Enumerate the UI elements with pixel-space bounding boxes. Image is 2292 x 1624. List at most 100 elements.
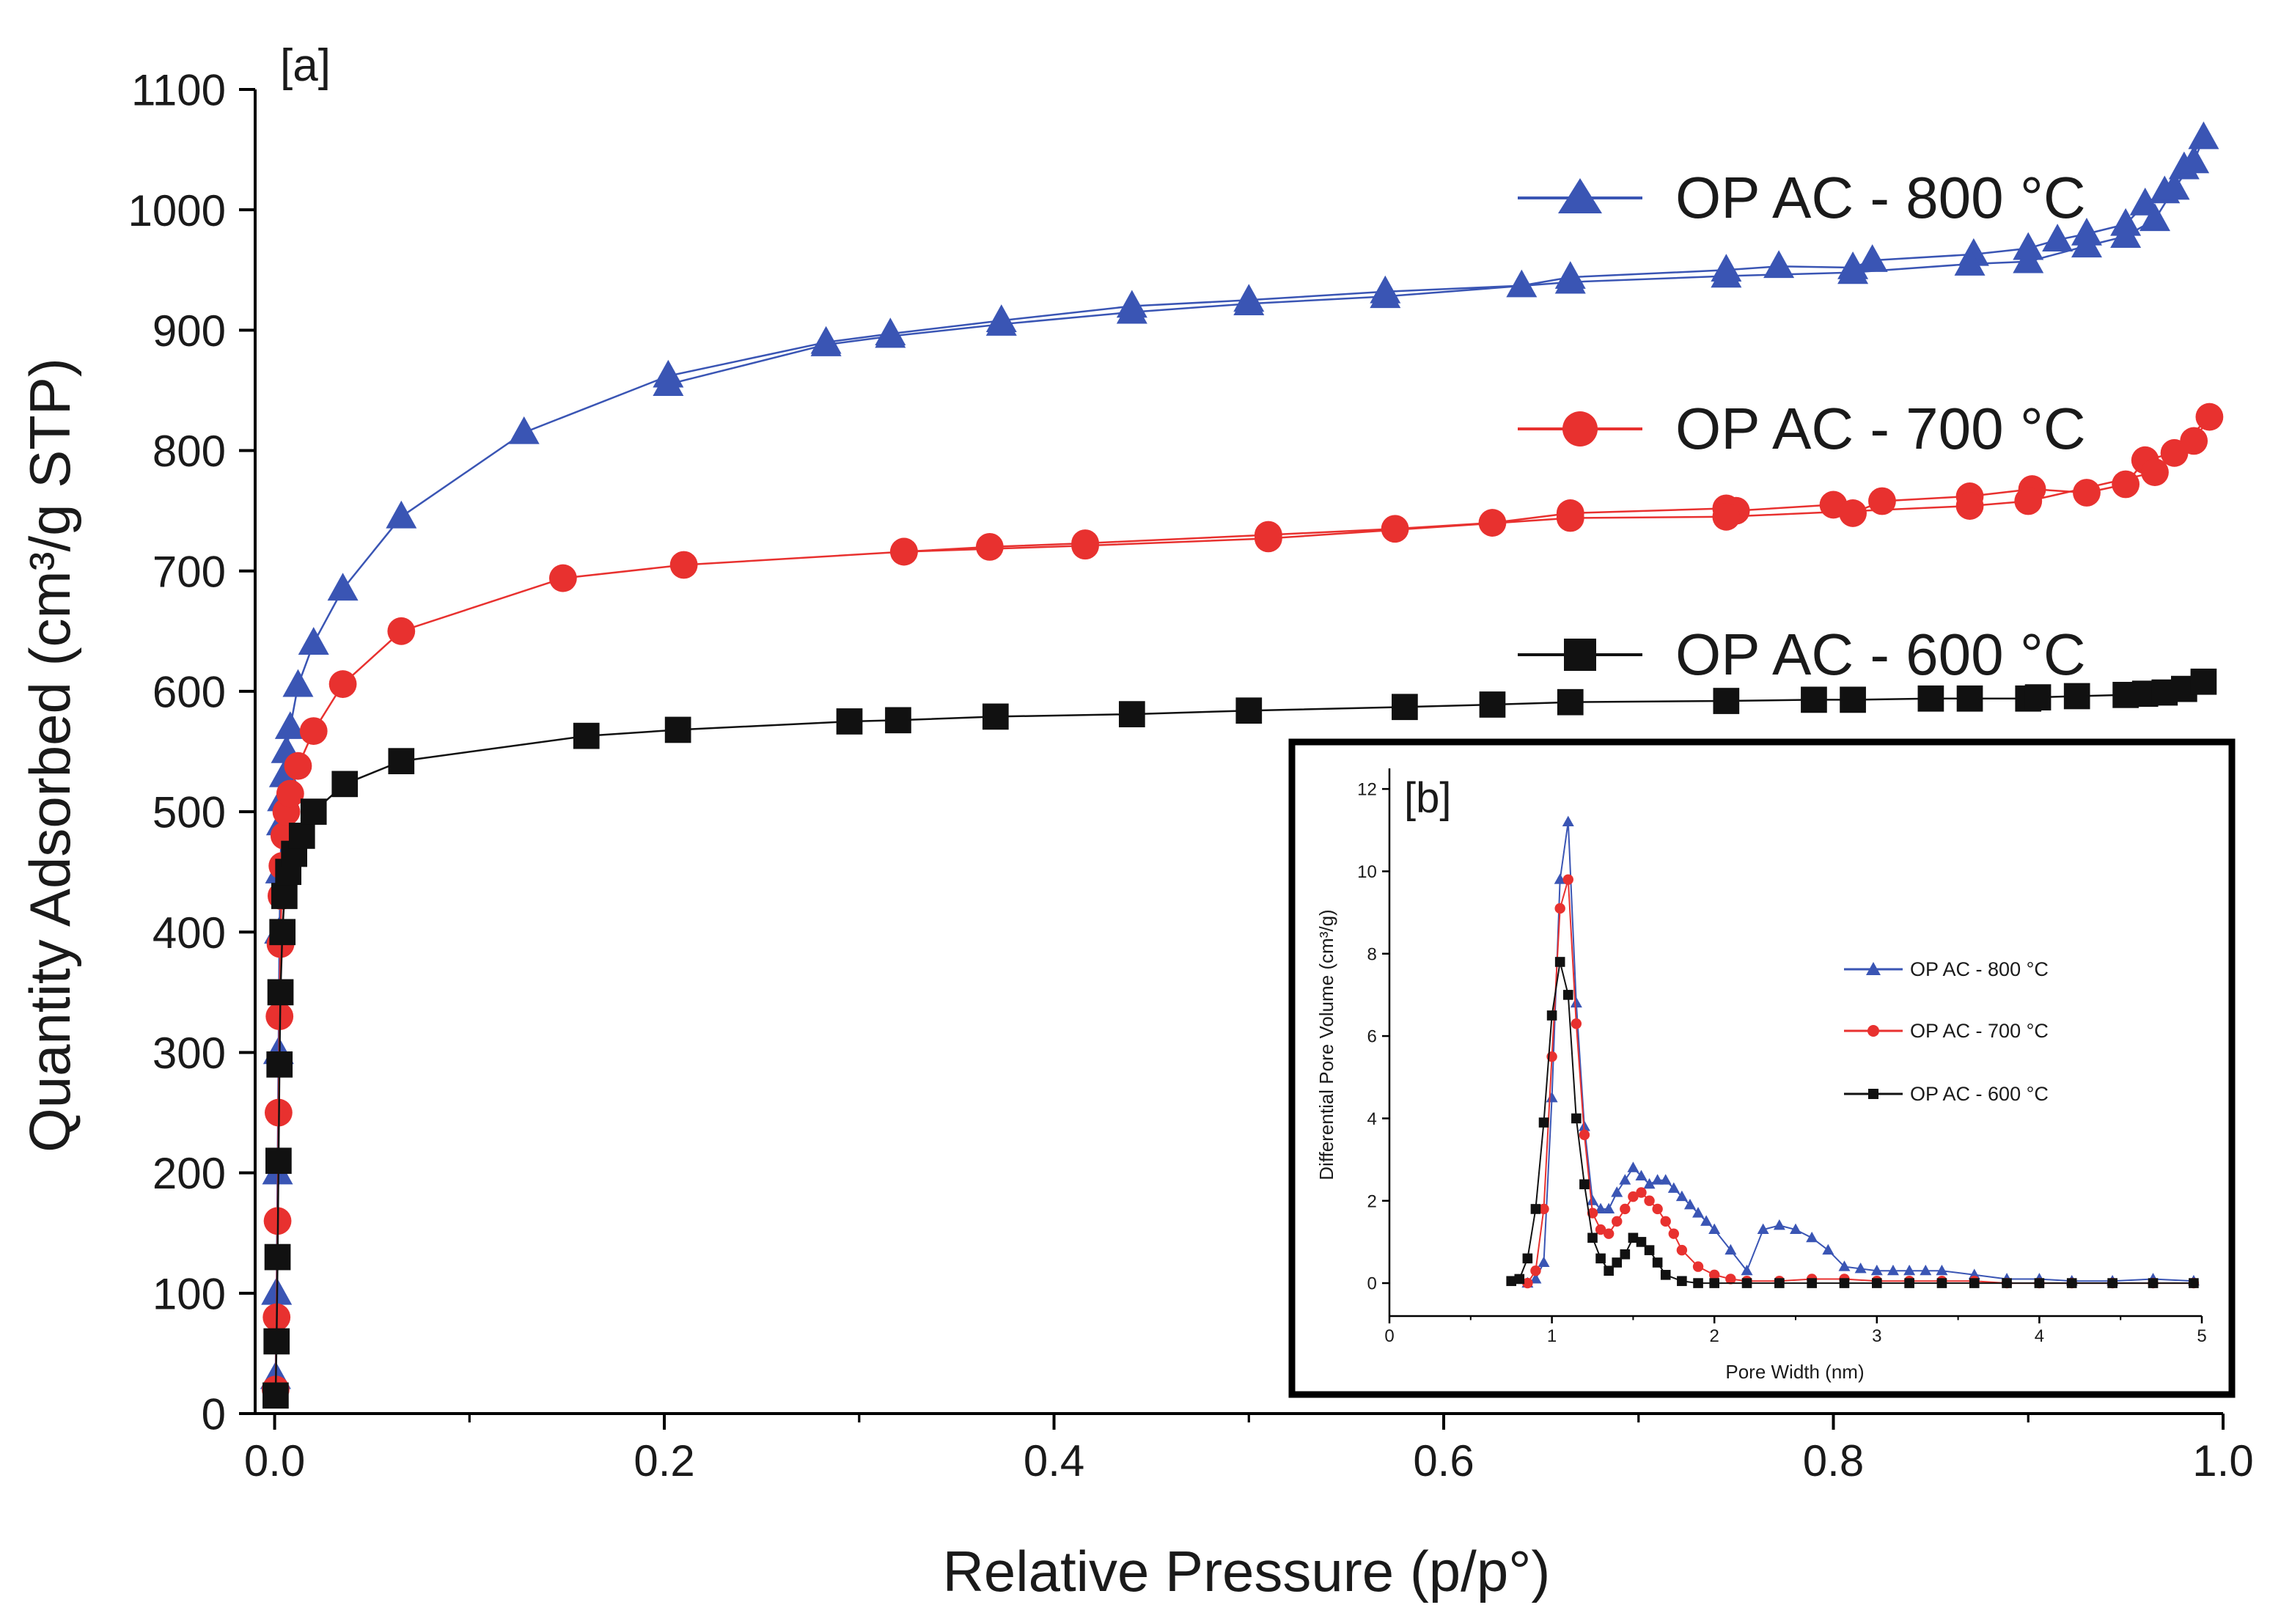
- data-point-inset-1: [1554, 903, 1565, 914]
- data-point-inset-1: [1660, 1216, 1671, 1227]
- data-point-inset-2: [2107, 1278, 2117, 1288]
- data-point-inset-1: [1603, 1228, 1615, 1239]
- data-point-inset-0: [1627, 1161, 1639, 1172]
- series-main-2: [262, 668, 2217, 1409]
- data-point-main-2: [1956, 685, 1983, 712]
- data-point-main-0: [2013, 245, 2044, 273]
- inset-legend: OP AC - 800 °C OP AC - 700 °C OP AC - 60…: [1844, 958, 2049, 1105]
- legend-label-800: OP AC - 800 °C: [1675, 165, 2086, 230]
- data-point-inset-1: [1522, 1277, 1533, 1289]
- data-point-inset-2: [1530, 1204, 1541, 1214]
- data-point-inset-2: [1538, 1117, 1549, 1128]
- data-point-main-1: [284, 752, 312, 780]
- data-point-main-1: [299, 717, 328, 745]
- y-tick-label-main: 200: [153, 1149, 226, 1198]
- data-point-inset-2: [1741, 1278, 1752, 1288]
- data-point-main-2: [300, 798, 327, 825]
- data-point-main-1: [387, 617, 416, 645]
- legend-marker-800: [1558, 178, 1602, 213]
- data-point-inset-2: [1554, 957, 1565, 967]
- data-point-inset-0: [1700, 1215, 1713, 1226]
- inset-legend-marker-800: [1866, 962, 1881, 975]
- data-point-main-2: [1801, 686, 1827, 713]
- data-point-main-2: [1713, 688, 1740, 714]
- data-point-main-1: [1839, 499, 1867, 527]
- x-tick-label-inset: 3: [1872, 1326, 1881, 1346]
- data-point-inset-1: [1620, 1203, 1631, 1215]
- data-point-main-2: [1479, 691, 1506, 718]
- data-point-main-1: [1071, 532, 1099, 560]
- data-point-inset-0: [1822, 1243, 1834, 1255]
- data-point-main-0: [1506, 269, 1538, 298]
- data-point-inset-0: [1968, 1268, 1980, 1279]
- data-point-main-1: [975, 532, 1004, 561]
- data-point-main-0: [2110, 220, 2142, 249]
- data-point-inset-2: [1595, 1253, 1606, 1264]
- y-tick-label-inset: 8: [1367, 944, 1376, 964]
- data-point-inset-0: [1870, 1264, 1883, 1276]
- data-point-main-2: [265, 1147, 292, 1175]
- inset-legend-marker-700: [1867, 1025, 1879, 1037]
- data-point-inset-2: [1612, 1257, 1623, 1268]
- main-legend: OP AC - 800 °C OP AC - 700 °C OP AC - 60…: [1518, 165, 2086, 687]
- data-point-inset-2: [1969, 1278, 1980, 1288]
- data-point-main-1: [1381, 515, 1409, 543]
- x-tick-label-main: 0.4: [1024, 1436, 1084, 1485]
- data-point-inset-2: [1709, 1278, 1719, 1288]
- data-point-inset-0: [1635, 1169, 1648, 1181]
- legend-label-600: OP AC - 600 °C: [1675, 622, 2086, 687]
- y-tick-label-main: 1000: [128, 186, 226, 235]
- inset-legend-marker-600: [1868, 1089, 1878, 1099]
- data-point-main-0: [1711, 260, 1742, 288]
- x-tick-label-main: 0.2: [633, 1436, 694, 1485]
- x-tick-label-inset: 4: [2035, 1326, 2044, 1346]
- data-point-inset-0: [1838, 1260, 1851, 1271]
- data-point-inset-2: [1628, 1232, 1639, 1243]
- data-point-inset-1: [1530, 1265, 1541, 1276]
- x-tick-label-inset: 0: [1384, 1326, 1394, 1346]
- data-point-inset-0: [1587, 1194, 1598, 1205]
- y-tick-label-inset: 12: [1357, 780, 1377, 800]
- data-point-main-2: [1917, 685, 1944, 712]
- data-point-inset-1: [1636, 1187, 1647, 1198]
- inset-legend-label-600: OP AC - 600 °C: [1910, 1083, 2049, 1105]
- data-point-main-2: [2190, 668, 2217, 695]
- data-point-inset-0: [1936, 1264, 1948, 1276]
- data-point-inset-2: [1904, 1278, 1914, 1288]
- data-point-main-2: [836, 708, 863, 735]
- data-point-main-1: [2112, 470, 2140, 499]
- legend-marker-700: [1562, 411, 1598, 447]
- inset-series-layer: [1506, 815, 2200, 1289]
- data-point-main-1: [328, 670, 357, 698]
- y-tick-label-main: 1100: [131, 66, 226, 115]
- data-point-main-0: [2159, 172, 2190, 200]
- data-point-main-1: [1254, 524, 1282, 553]
- data-point-inset-2: [1807, 1278, 1817, 1288]
- data-point-main-0: [1837, 256, 1869, 284]
- data-point-main-0: [1116, 295, 1147, 324]
- data-point-main-2: [2024, 684, 2052, 710]
- legend-label-700: OP AC - 700 °C: [1675, 396, 2086, 461]
- legend-item-700: OP AC - 700 °C: [1518, 396, 2086, 461]
- data-point-main-0: [1856, 244, 1888, 272]
- data-point-main-0: [1763, 250, 1795, 279]
- data-point-inset-1: [1562, 874, 1573, 885]
- data-point-inset-0: [1903, 1264, 1916, 1276]
- y-tick-label-main: 0: [202, 1390, 226, 1439]
- data-point-inset-0: [1529, 1273, 1542, 1284]
- data-point-inset-2: [1604, 1265, 1614, 1276]
- data-point-inset-0: [1806, 1231, 1818, 1243]
- data-point-main-2: [1235, 697, 1263, 724]
- data-point-main-2: [263, 1328, 290, 1355]
- y-tick-label-main: 400: [153, 908, 226, 958]
- data-point-main-1: [1868, 487, 1896, 515]
- data-point-inset-2: [1571, 1113, 1582, 1124]
- data-point-main-1: [276, 779, 304, 808]
- data-point-main-1: [548, 564, 577, 592]
- data-point-main-0: [985, 308, 1017, 336]
- data-point-inset-2: [2189, 1278, 2199, 1288]
- data-point-inset-1: [1579, 1129, 1590, 1141]
- data-point-main-1: [2195, 403, 2224, 431]
- data-point-inset-0: [1773, 1219, 1785, 1230]
